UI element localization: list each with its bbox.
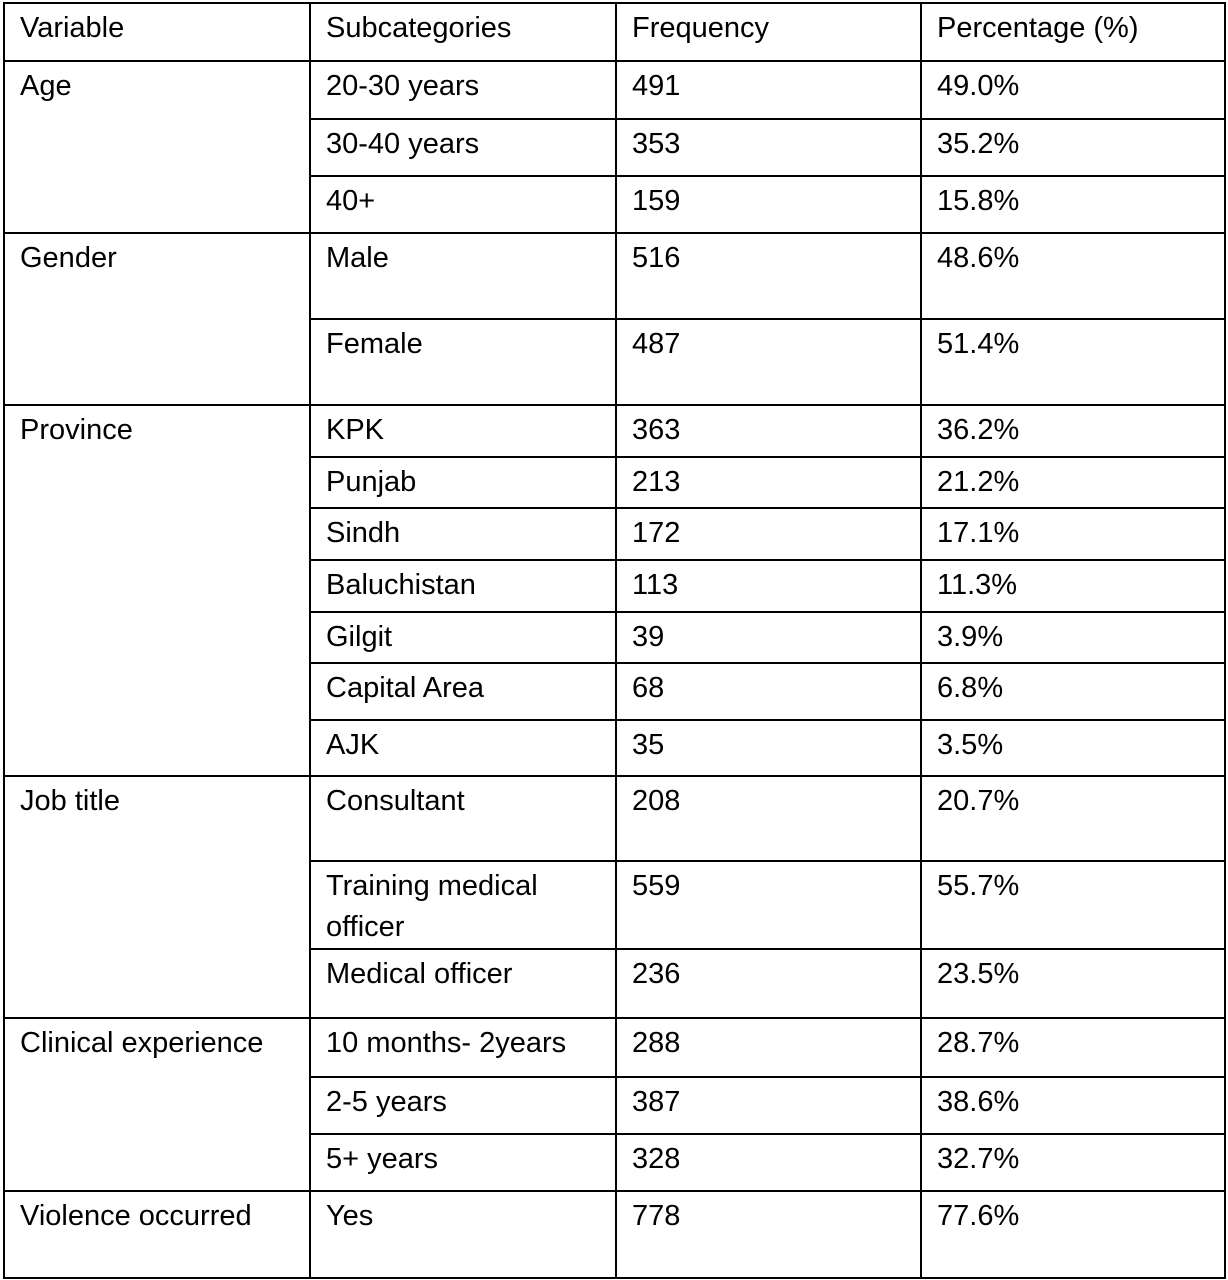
table-row: Medical officer 236 23.5% bbox=[4, 948, 1226, 1019]
subcategory-cell: Capital Area bbox=[309, 662, 617, 721]
frequency-cell: 35 bbox=[615, 719, 922, 777]
subcategory-cell: KPK bbox=[309, 404, 617, 458]
subcategory-cell: 5+ years bbox=[309, 1133, 617, 1192]
table-row: Punjab 213 21.2% bbox=[4, 456, 1226, 509]
frequency-cell: 113 bbox=[615, 559, 922, 613]
header-percentage: Percentage (%) bbox=[920, 2, 1226, 62]
subcategory-cell: 40+ bbox=[309, 175, 617, 234]
frequency-cell: 288 bbox=[615, 1017, 922, 1078]
percentage-cell: 77.6% bbox=[920, 1190, 1226, 1279]
percentage-cell: 35.2% bbox=[920, 118, 1226, 177]
percentage-cell: 3.9% bbox=[920, 611, 1226, 664]
table-row: Capital Area 68 6.8% bbox=[4, 662, 1226, 721]
subcategory-cell: Medical officer bbox=[309, 948, 617, 1019]
subcategory-cell: Gilgit bbox=[309, 611, 617, 664]
frequency-cell: 208 bbox=[615, 775, 922, 862]
table-row: Gender Male 516 48.6% bbox=[3, 232, 1226, 406]
frequency-cell: 159 bbox=[615, 175, 922, 234]
frequency-cell: 778 bbox=[615, 1190, 922, 1279]
percentage-cell: 6.8% bbox=[920, 662, 1226, 721]
table-row: Province KPK 363 36.2% bbox=[3, 404, 1226, 777]
frequency-cell: 328 bbox=[615, 1133, 922, 1192]
table-row: Baluchistan 113 11.3% bbox=[4, 559, 1226, 613]
table-row: 5+ years 328 32.7% bbox=[4, 1133, 1226, 1192]
table-row: Violence occurred Yes 778 77.6% bbox=[3, 1190, 1226, 1279]
subcategory-cell: Sindh bbox=[309, 507, 617, 561]
subcategory-cell: 2-5 years bbox=[309, 1076, 617, 1135]
subcategory-cell: 30-40 years bbox=[309, 118, 617, 177]
frequency-cell: 68 bbox=[615, 662, 922, 721]
header-subcategories: Subcategories bbox=[309, 2, 617, 62]
variable-cell-age: Age bbox=[3, 60, 311, 234]
subcategory-cell: Baluchistan bbox=[309, 559, 617, 613]
header-variable: Variable bbox=[3, 2, 311, 62]
variable-cell-province: Province bbox=[3, 404, 311, 777]
table-row: Gilgit 39 3.9% bbox=[4, 611, 1226, 664]
frequency-cell: 213 bbox=[615, 456, 922, 509]
variable-cell-violence-occurred: Violence occurred bbox=[3, 1190, 311, 1279]
table-row: Female 487 51.4% bbox=[4, 318, 1226, 406]
frequency-cell: 491 bbox=[615, 60, 922, 120]
table-row: 2-5 years 387 38.6% bbox=[4, 1076, 1226, 1135]
frequency-cell: 236 bbox=[615, 948, 922, 1019]
frequency-cell: 353 bbox=[615, 118, 922, 177]
percentage-cell: 15.8% bbox=[920, 175, 1226, 234]
table-row: Age 20-30 years 491 49.0% bbox=[3, 60, 1226, 234]
table-row: Training medical officer 559 55.7% bbox=[4, 860, 1226, 950]
variable-cell-job-title: Job title bbox=[3, 775, 311, 1019]
variable-cell-gender: Gender bbox=[3, 232, 311, 406]
subcategory-cell: Yes bbox=[309, 1190, 617, 1279]
percentage-cell: 11.3% bbox=[920, 559, 1226, 613]
percentage-cell: 32.7% bbox=[920, 1133, 1226, 1192]
percentage-cell: 3.5% bbox=[920, 719, 1226, 777]
subcategory-cell: 10 months- 2years bbox=[309, 1017, 617, 1078]
variable-cell-clinical-experience: Clinical experience bbox=[3, 1017, 311, 1192]
subcategory-cell: Female bbox=[309, 318, 617, 406]
frequency-cell: 487 bbox=[615, 318, 922, 406]
percentage-cell: 49.0% bbox=[920, 60, 1226, 120]
percentage-cell: 51.4% bbox=[920, 318, 1226, 406]
table-row: AJK 35 3.5% bbox=[4, 719, 1226, 777]
header-frequency: Frequency bbox=[615, 2, 922, 62]
percentage-cell: 21.2% bbox=[920, 456, 1226, 509]
frequency-cell: 39 bbox=[615, 611, 922, 664]
percentage-cell: 38.6% bbox=[920, 1076, 1226, 1135]
subcategory-cell: Consultant bbox=[309, 775, 617, 862]
percentage-cell: 23.5% bbox=[920, 948, 1226, 1019]
table-row: Sindh 172 17.1% bbox=[4, 507, 1226, 561]
percentage-cell: 28.7% bbox=[920, 1017, 1226, 1078]
frequency-cell: 172 bbox=[615, 507, 922, 561]
subcategory-cell: 20-30 years bbox=[309, 60, 617, 120]
subcategory-cell: Training medical officer bbox=[309, 860, 617, 950]
subcategory-cell: AJK bbox=[309, 719, 617, 777]
frequency-cell: 363 bbox=[615, 404, 922, 458]
frequency-cell: 559 bbox=[615, 860, 922, 950]
percentage-cell: 48.6% bbox=[920, 232, 1226, 320]
header-row: Variable Subcategories Frequency Percent… bbox=[3, 2, 1226, 62]
table-row: 40+ 159 15.8% bbox=[4, 175, 1226, 234]
percentage-cell: 36.2% bbox=[920, 404, 1226, 458]
table-row: Clinical experience 10 months- 2years 28… bbox=[3, 1017, 1226, 1192]
demographics-table: Variable Subcategories Frequency Percent… bbox=[3, 2, 1226, 1279]
table-row: Job title Consultant 208 20.7% bbox=[3, 775, 1226, 1019]
frequency-cell: 516 bbox=[615, 232, 922, 320]
subcategory-cell: Punjab bbox=[309, 456, 617, 509]
percentage-cell: 17.1% bbox=[920, 507, 1226, 561]
frequency-cell: 387 bbox=[615, 1076, 922, 1135]
subcategory-cell: Male bbox=[309, 232, 617, 320]
table-row: 30-40 years 353 35.2% bbox=[4, 118, 1226, 177]
percentage-cell: 20.7% bbox=[920, 775, 1226, 862]
percentage-cell: 55.7% bbox=[920, 860, 1226, 950]
